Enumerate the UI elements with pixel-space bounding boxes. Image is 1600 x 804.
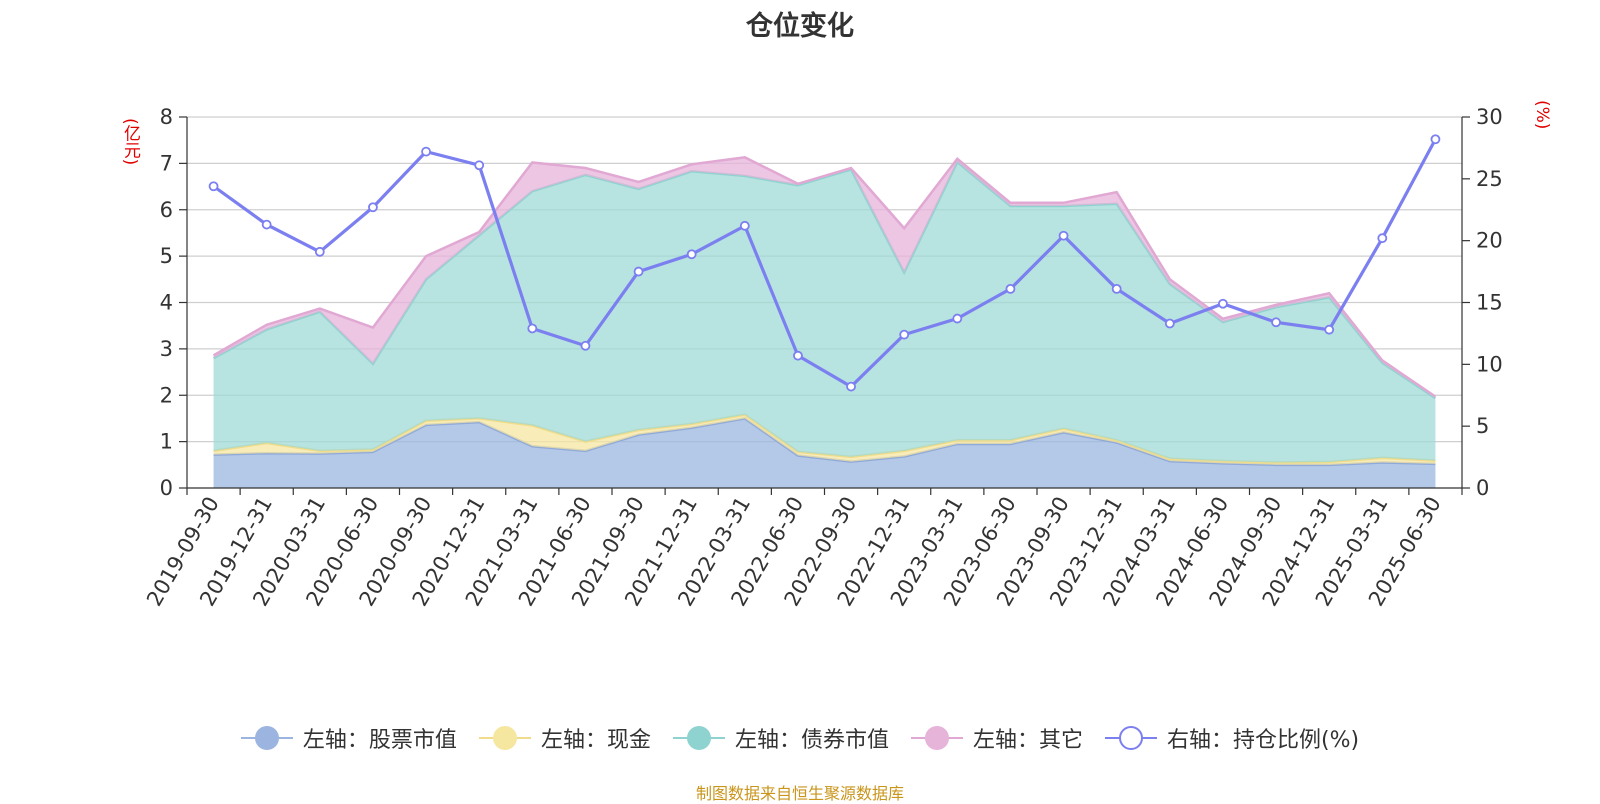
ratio-point: [952, 313, 963, 324]
left-tick-label: 1: [160, 430, 173, 454]
legend-label: 左轴：现金: [540, 728, 651, 753]
position-ratio-line: [208, 134, 1441, 392]
stacked-areas: [212, 156, 1437, 488]
ratio-point: [1005, 283, 1016, 294]
ratio-point: [793, 350, 803, 361]
right-axis-unit: (%): [1532, 100, 1552, 130]
ratio-point: [1111, 283, 1122, 294]
left-tick-label: 2: [160, 383, 173, 407]
area-border-1: [213, 413, 1436, 464]
legend-label: 右轴：持仓比例(%): [1166, 728, 1360, 753]
area-2: [213, 161, 1436, 463]
ratio-point: [1324, 324, 1335, 335]
chart-title: 仓位变化: [746, 11, 854, 42]
left-axis-unit: (亿元): [120, 118, 140, 166]
ratio-line: [212, 138, 1437, 389]
left-tick-label: 6: [160, 198, 173, 222]
ratio-point: [739, 220, 750, 231]
legend-item-bond[interactable]: 左轴：债券市值: [672, 722, 889, 754]
legend-marker-icon: [1104, 725, 1157, 751]
legend-marker-icon: [910, 725, 963, 751]
ratio-point: [1164, 318, 1175, 329]
left-tick-label: 0: [160, 476, 173, 500]
ratio-point: [368, 202, 378, 213]
legend-marker-icon: [478, 725, 531, 751]
ratio-point: [633, 266, 644, 277]
area-border-3: [212, 156, 1437, 398]
legend-label: 左轴：股票市值: [302, 728, 457, 753]
area-1: [213, 414, 1436, 465]
ratio-point: [474, 160, 485, 171]
right-tick-label: 10: [1476, 352, 1503, 376]
legend-item-cash[interactable]: 左轴：现金: [478, 722, 651, 754]
ratio-point: [421, 146, 431, 157]
right-tick-label: 5: [1476, 414, 1489, 438]
left-tick-label: 8: [160, 105, 173, 129]
right-tick-label: 20: [1476, 229, 1503, 253]
ratio-point: [580, 340, 591, 351]
legend-marker-icon: [672, 725, 725, 751]
ratio-point: [1377, 233, 1388, 244]
ratio-point: [899, 329, 910, 340]
ratio-point: [208, 181, 219, 192]
legend-label: 左轴：其它: [972, 728, 1083, 753]
area-border-2: [212, 160, 1437, 400]
right-tick-label: 25: [1476, 167, 1503, 191]
right-tick-label: 30: [1476, 105, 1503, 129]
right-tick-label: 15: [1476, 291, 1503, 315]
chart-legend: 左轴：股票市值 左轴：现金 左轴：债券市值 左轴：其它 右轴：持仓比例(%): [0, 722, 1600, 754]
position-chart: 0123456780510152025302019-09-302019-12-3…: [142, 105, 1503, 610]
area-3: [213, 157, 1436, 399]
right-tick-label: 0: [1476, 476, 1489, 500]
ratio-point: [261, 219, 272, 230]
ratio-point: [1218, 298, 1228, 309]
ratio-point: [1430, 134, 1441, 145]
ratio-point: [846, 381, 856, 392]
legend-item-ratio[interactable]: 右轴：持仓比例(%): [1104, 722, 1360, 754]
area-0: [213, 418, 1436, 488]
legend-label: 左轴：债券市值: [734, 728, 889, 753]
left-tick-label: 3: [160, 337, 173, 361]
data-source-note: 制图数据来自恒生聚源数据库: [695, 784, 904, 803]
legend-item-stock[interactable]: 左轴：股票市值: [240, 722, 457, 754]
ratio-point: [527, 323, 538, 334]
ratio-point: [686, 249, 697, 260]
legend-item-other[interactable]: 左轴：其它: [910, 722, 1083, 754]
ratio-point: [1058, 230, 1069, 241]
left-tick-label: 5: [160, 244, 173, 268]
ratio-point: [1271, 317, 1281, 328]
left-tick-label: 4: [160, 291, 173, 315]
ratio-point: [314, 246, 325, 257]
legend-marker-icon: [240, 725, 293, 751]
left-tick-label: 7: [160, 151, 173, 175]
